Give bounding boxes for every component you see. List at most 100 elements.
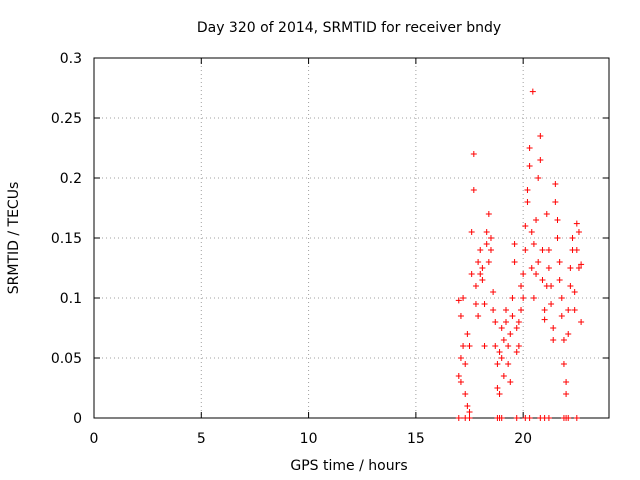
data-point [505,361,512,367]
data-point [526,163,533,169]
data-point [522,247,529,253]
data-point [466,415,473,421]
data-point [492,319,499,325]
data-point [571,307,578,313]
data-point [552,181,559,187]
data-point [556,277,563,283]
data-point [522,223,529,229]
data-point [573,220,580,227]
data-point [481,301,488,307]
x-tick-label: 5 [197,431,206,447]
data-point [520,295,527,301]
data-point [483,241,490,247]
data-point [462,361,469,367]
data-point [541,307,548,313]
data-point [470,187,477,193]
data-point [563,379,570,385]
data-point [545,247,552,253]
data-point [518,283,525,289]
data-point [573,415,580,421]
data-point [511,241,518,247]
data-point [560,361,567,367]
data-point [494,385,501,391]
data-point [533,271,540,277]
data-point [537,133,544,139]
y-tick-label: 0 [73,411,82,427]
data-point [490,307,497,313]
data-point [479,277,486,283]
data-point [565,331,572,337]
data-point [496,349,503,355]
data-point [569,235,576,241]
data-point [464,331,471,337]
data-point [545,415,552,421]
data-point [455,373,462,379]
data-point [460,295,467,301]
data-point [550,337,557,343]
data-point [498,325,505,331]
data-point [515,319,522,325]
data-point [520,271,527,277]
data-point [554,217,561,223]
data-point [530,295,537,301]
data-point [567,265,574,271]
data-point [500,373,507,379]
data-point [529,88,536,95]
data-point [503,319,509,325]
data-point [528,265,535,271]
x-tick-label: 0 [90,431,99,447]
data-point [466,409,473,415]
y-tick-label: 0.25 [51,111,82,127]
data-point [541,316,548,323]
data-point [575,265,582,271]
data-point [573,247,580,253]
data-point [505,343,512,349]
data-point [524,199,531,205]
data-point [457,355,464,361]
plot-frame [93,57,610,419]
data-point [524,187,531,193]
data-point [498,415,505,421]
chart-title: Day 320 of 2014, SRMTID for receiver bnd… [197,20,501,36]
data-point [548,301,555,307]
data-point [575,229,582,235]
data-point [539,277,546,283]
data-point [513,325,520,331]
data-points [455,88,585,421]
data-point [483,229,490,235]
data-point [560,337,567,343]
data-point [533,217,540,223]
data-point [455,415,462,421]
data-point [528,229,535,235]
data-point [468,271,475,277]
y-tick-label: 0.05 [51,351,82,367]
data-point [479,265,486,271]
data-point [481,343,488,349]
data-point [487,247,494,253]
data-point [470,151,477,157]
data-point [460,343,467,349]
x-tick-label: 20 [514,431,532,447]
data-point [457,379,464,385]
data-point [554,235,561,241]
data-point [526,415,533,421]
data-point [565,415,572,421]
data-point [462,391,469,397]
data-point [511,259,518,265]
y-axis-label: SRMTID / TECUs [6,182,22,295]
data-point [545,265,552,271]
data-point [539,247,546,253]
data-point [490,289,497,295]
data-point [530,241,537,247]
data-point [558,295,565,301]
data-point [466,343,473,349]
y-tick-label: 0.1 [60,291,82,307]
data-point [558,313,565,319]
data-point [513,349,520,355]
data-point [472,283,479,289]
data-point [457,313,464,319]
data-point [556,259,563,265]
data-point [565,307,572,313]
data-point [567,283,574,289]
x-tick-label: 15 [407,431,425,447]
